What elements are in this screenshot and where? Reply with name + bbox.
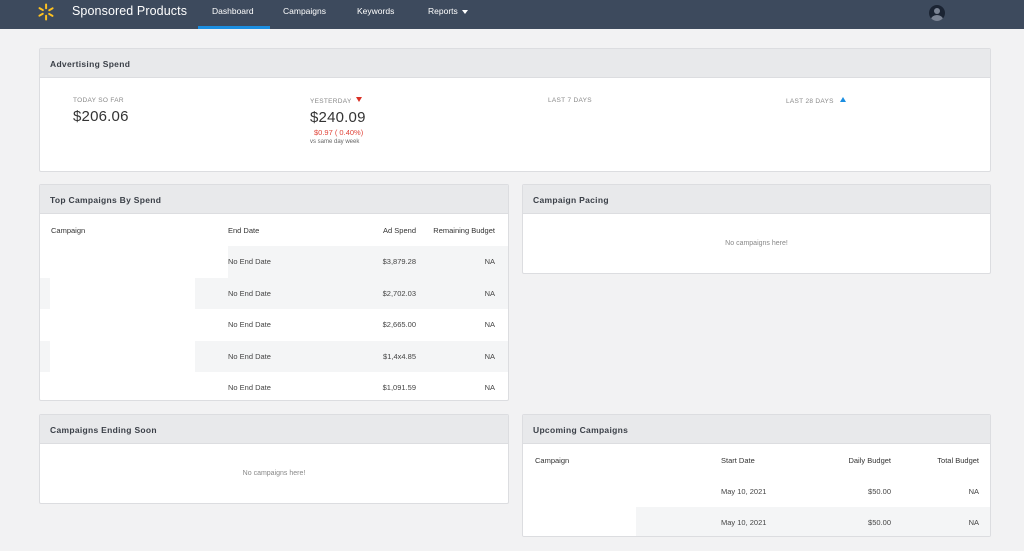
tab-keywords[interactable]: Keywords [357, 6, 395, 16]
table-row[interactable]: No End Date $1,091.59 NA [40, 372, 508, 400]
card-title: Advertising Spend [40, 49, 990, 78]
avatar-body [931, 15, 943, 21]
end-date: No End Date [228, 383, 271, 393]
daily-budget: $50.00 [831, 507, 891, 536]
table-header-row: Campaign End Date Ad Spend Remaining Bud… [40, 215, 508, 246]
trend-down-icon [355, 97, 362, 102]
end-date: No End Date [228, 246, 334, 278]
column-header-ad-spend[interactable]: Ad Spend [383, 226, 416, 235]
ad-spend: $1,4x4.85 [334, 340, 416, 372]
column-header-end-date[interactable]: End Date [228, 226, 260, 235]
campaign-name[interactable] [523, 507, 721, 536]
spend-yesterday-value: $240.09 [310, 109, 366, 126]
campaign-name[interactable] [40, 309, 228, 341]
total-budget: NA [968, 487, 979, 496]
table-row[interactable]: No End Date $2,665.00 NA [40, 309, 508, 341]
column-header-remaining-budget[interactable]: Remaining Budget [433, 226, 495, 235]
active-tab-indicator [198, 26, 270, 29]
top-nav-bar: Sponsored Products Dashboard Campaigns K… [0, 0, 1024, 29]
card-title: Campaign Pacing [523, 185, 990, 214]
column-header-daily-budget[interactable]: Daily Budget [848, 456, 891, 465]
upcoming-campaigns-card: Upcoming Campaigns Campaign Start Date D… [522, 414, 991, 537]
end-date: No End Date [228, 277, 334, 309]
spend-last-7-label: LAST 7 DAYS [548, 97, 592, 104]
remaining-budget: NA [416, 277, 508, 309]
campaign-name[interactable] [40, 372, 228, 400]
end-date: No End Date [228, 320, 271, 330]
upcoming-campaigns-table: Campaign Start Date Daily Budget Total B… [523, 445, 990, 536]
card-title: Top Campaigns By Spend [40, 185, 508, 214]
column-header-start-date[interactable]: Start Date [721, 456, 755, 465]
campaign-name[interactable] [523, 476, 721, 507]
column-header-campaign[interactable]: Campaign [51, 226, 86, 235]
ad-spend: $3,879.28 [334, 246, 416, 278]
table-row[interactable]: No End Date $2,702.03 NA [40, 277, 508, 309]
ad-spend: $2,665.00 [382, 320, 416, 330]
ad-spend: $2,702.03 [334, 277, 416, 309]
campaign-name[interactable] [40, 246, 228, 278]
spend-today: TODAY SO FAR $206.06 [73, 97, 129, 125]
tab-reports-label: Reports [428, 6, 458, 16]
campaign-pacing-card: Campaign Pacing No campaigns here! [522, 184, 991, 274]
chevron-down-icon [461, 9, 468, 14]
advertising-spend-card: Advertising Spend TODAY SO FAR $206.06 Y… [39, 48, 991, 172]
app-title: Sponsored Products [72, 4, 188, 18]
tab-dashboard[interactable]: Dashboard [212, 6, 254, 16]
campaign-name[interactable] [40, 277, 228, 309]
spend-today-value: $206.06 [73, 108, 129, 125]
tab-reports[interactable]: Reports [428, 6, 468, 16]
spend-last-28-days[interactable]: LAST 28 DAYS [786, 97, 846, 105]
spend-yesterday-header: YESTERDAY [310, 97, 366, 105]
empty-state-message: No campaigns here! [242, 470, 306, 477]
ad-spend: $1,091.59 [382, 383, 416, 393]
trend-up-icon [839, 97, 846, 102]
end-date: No End Date [228, 340, 334, 372]
start-date: May 10, 2021 [721, 487, 767, 496]
spend-today-label: TODAY SO FAR [73, 97, 124, 104]
spend-last-7-days[interactable]: LAST 7 DAYS [548, 97, 592, 104]
remaining-budget: NA [416, 340, 508, 372]
campaigns-ending-soon-card: Campaigns Ending Soon No campaigns here! [39, 414, 509, 504]
spend-yesterday-change: $0.97 ( 0.40%) [314, 128, 364, 137]
empty-state-message: No campaigns here! [725, 240, 788, 247]
spend-yesterday-label: YESTERDAY [310, 98, 352, 105]
remaining-budget: NA [416, 246, 508, 278]
avatar-head [934, 8, 940, 14]
spend-yesterday: YESTERDAY $240.09 $0.97 ( 0.40%) vs same… [310, 97, 366, 145]
top-campaigns-table: Campaign End Date Ad Spend Remaining Bud… [40, 215, 508, 400]
table-row[interactable]: May 10, 2021 $50.00 NA [523, 476, 990, 507]
table-header-row: Campaign Start Date Daily Budget Total B… [523, 445, 990, 476]
column-header-campaign[interactable]: Campaign [535, 456, 570, 465]
tab-campaigns[interactable]: Campaigns [283, 6, 326, 16]
total-budget: NA [891, 507, 990, 536]
remaining-budget: NA [484, 383, 495, 393]
remaining-budget: NA [484, 320, 495, 330]
spend-last-28-label: LAST 28 DAYS [786, 98, 834, 105]
table-row[interactable]: No End Date $3,879.28 NA [40, 246, 508, 278]
campaign-name[interactable] [40, 340, 228, 372]
card-title: Upcoming Campaigns [523, 415, 990, 444]
spend-last-28-header: LAST 28 DAYS [786, 97, 846, 105]
column-header-total-budget[interactable]: Total Budget [937, 456, 979, 465]
top-campaigns-card: Top Campaigns By Spend Campaign End Date… [39, 184, 509, 401]
spend-yesterday-note: vs same day week [310, 139, 360, 145]
walmart-spark-icon[interactable] [37, 3, 55, 21]
start-date: May 10, 2021 [721, 507, 831, 536]
daily-budget: $50.00 [868, 487, 891, 496]
card-title: Campaigns Ending Soon [40, 415, 508, 444]
user-avatar-icon[interactable] [929, 5, 945, 21]
table-row[interactable]: May 10, 2021 $50.00 NA [523, 507, 990, 536]
table-row[interactable]: No End Date $1,4x4.85 NA [40, 340, 508, 372]
